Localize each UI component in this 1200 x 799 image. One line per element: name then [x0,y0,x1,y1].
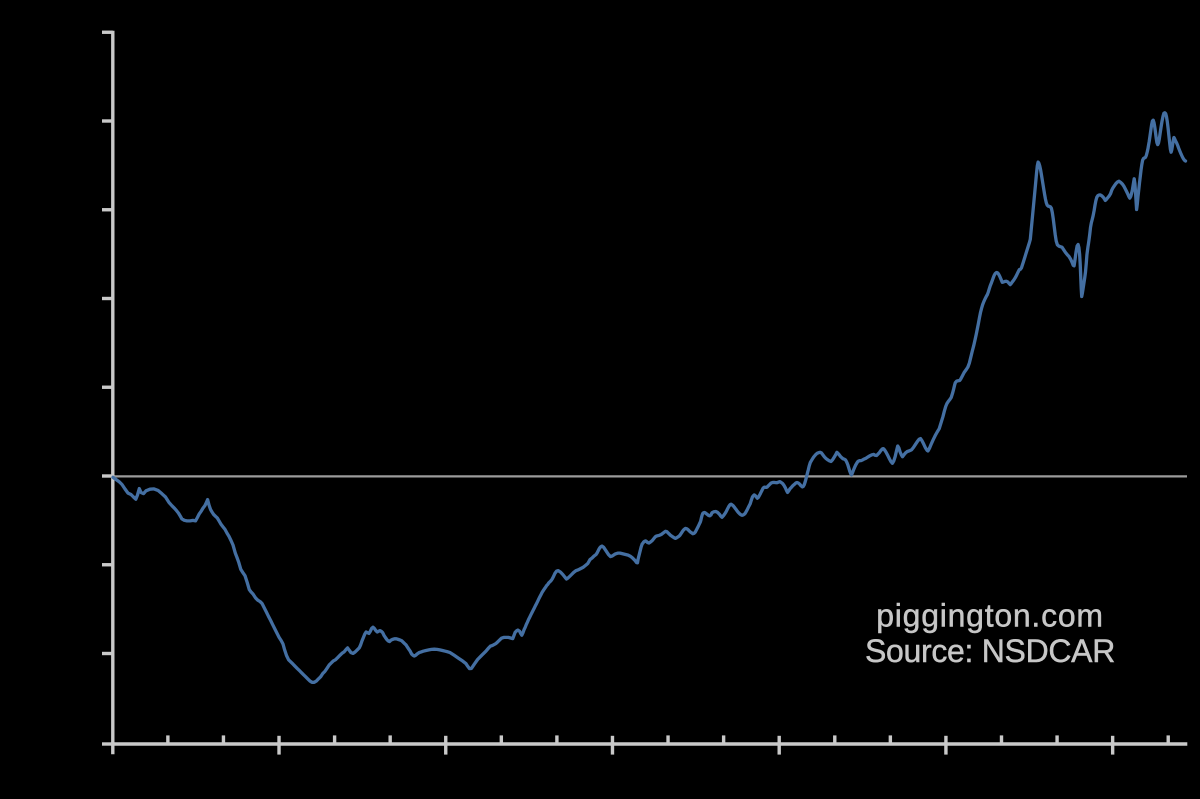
svg-text:piggington.com: piggington.com [876,598,1104,634]
svg-text:Source: NSDCAR: Source: NSDCAR [865,633,1115,669]
